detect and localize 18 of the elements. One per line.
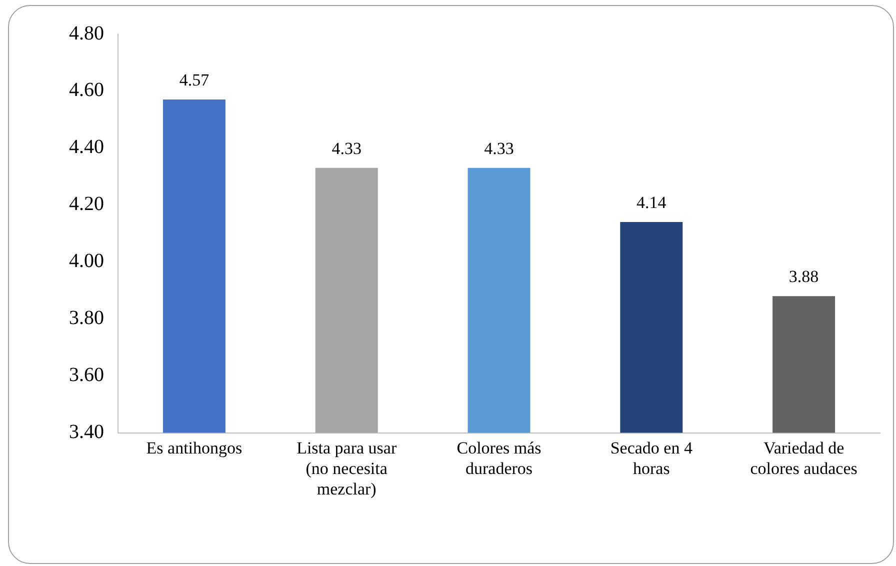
data-label: 4.14 xyxy=(636,192,667,212)
x-tick-label: Lista para usar (no necesita mezclar) xyxy=(296,438,397,498)
data-label: 4.33 xyxy=(484,138,514,158)
y-tick-label: 3.40 xyxy=(69,421,104,444)
x-tick-label: Secado en 4 horas xyxy=(610,438,693,478)
y-tick-label: 4.40 xyxy=(69,136,104,158)
y-tick-label: 4.80 xyxy=(69,22,104,44)
y-tick-label: 3.80 xyxy=(69,307,104,330)
x-tick-label: Variedad de colores audaces xyxy=(750,438,858,478)
y-tick-label: 3.60 xyxy=(69,364,104,386)
y-tick-label: 4.00 xyxy=(69,250,104,272)
data-label: 4.33 xyxy=(332,138,362,158)
y-tick-label: 4.60 xyxy=(69,79,104,102)
x-tick-label: Colores más duraderos xyxy=(456,438,542,478)
y-tick-label: 4.20 xyxy=(69,193,104,216)
data-label: 3.88 xyxy=(788,267,819,286)
data-label: 4.57 xyxy=(179,70,210,90)
x-tick-label: Es antihongos xyxy=(146,438,242,458)
